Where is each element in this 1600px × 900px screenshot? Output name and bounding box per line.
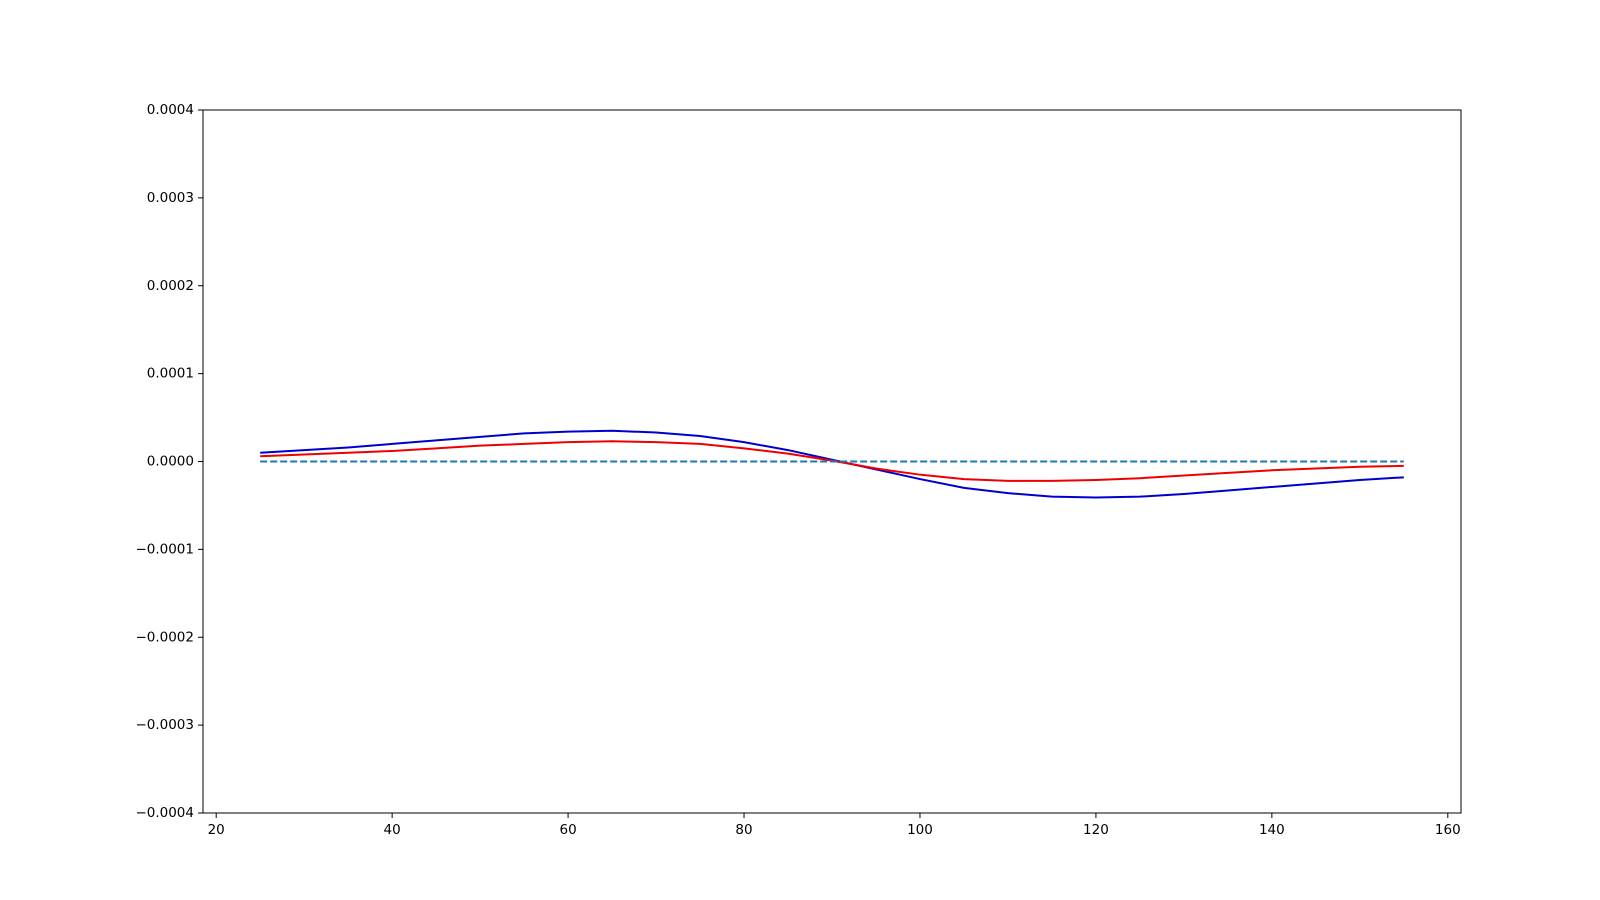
x-tick-label: 120 [1083, 822, 1109, 838]
x-tick-label: 140 [1259, 822, 1285, 838]
y-tick-label: 0.0004 [147, 102, 194, 118]
x-tick-label: 40 [384, 822, 401, 838]
y-tick-label: 0.0000 [147, 454, 194, 470]
y-tick-label: 0.0003 [147, 190, 194, 206]
y-tick-label: −0.0001 [135, 541, 194, 557]
y-tick-label: −0.0002 [135, 629, 194, 645]
y-tick-label: 0.0002 [147, 278, 194, 294]
line-series [260, 429, 1404, 499]
x-tick-label: 100 [907, 822, 933, 838]
y-tick-label: −0.0004 [135, 805, 194, 821]
y-tick-label: −0.0003 [135, 717, 194, 733]
x-tick-label: 60 [559, 822, 576, 838]
x-tick-label: 20 [208, 822, 225, 838]
x-tick-label: 80 [735, 822, 752, 838]
x-tick-label: 160 [1435, 822, 1461, 838]
y-tick-label: 0.0001 [147, 366, 194, 382]
